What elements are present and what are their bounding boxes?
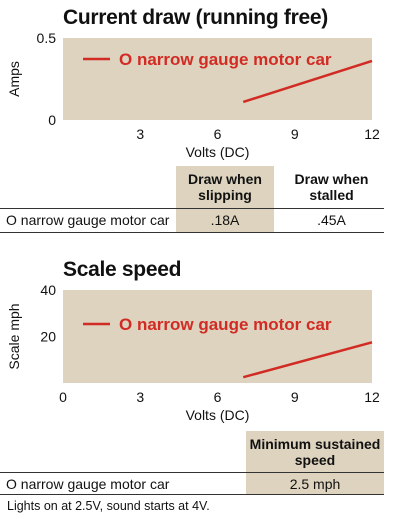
x-tick-label: 9	[291, 126, 299, 142]
table2-header-speed: Minimum sustained speed	[249, 436, 381, 468]
table2-divider	[0, 472, 384, 473]
table1-row-label: O narrow gauge motor car	[6, 212, 170, 228]
table1-slipping-col-bg	[176, 166, 274, 232]
y-axis-label: Scale mph	[6, 303, 22, 369]
y-tick-label: 0	[48, 112, 56, 128]
footnote: Lights on at 2.5V, sound starts at 4V.	[7, 499, 210, 513]
table2-bottom-rule	[0, 494, 384, 495]
table1-header-slipping: Draw when slipping	[188, 171, 262, 203]
legend-label: O narrow gauge motor car	[119, 315, 332, 334]
x-tick-label: 12	[364, 126, 380, 142]
legend-label: O narrow gauge motor car	[119, 50, 332, 69]
x-tick-label: 3	[136, 126, 144, 142]
x-tick-label: 9	[291, 389, 299, 405]
current-draw-chart: 3 6 9 12 0 0.5 Volts (DC) Amps O narrow gauge mo…	[6, 30, 380, 160]
x-axis-label: Volts (DC)	[186, 144, 250, 160]
chart2-title: Scale speed	[63, 258, 182, 281]
plot-area	[63, 38, 372, 120]
table2-value-speed: 2.5 mph	[289, 476, 341, 492]
x-tick-label: 0	[59, 389, 67, 405]
table1-header-stalled: Draw when stalled	[294, 171, 369, 203]
table1-bottom-rule	[0, 232, 384, 233]
y-tick-label: 20	[40, 329, 56, 345]
table2-row-label: O narrow gauge motor car	[6, 476, 170, 492]
series-line	[242, 59, 373, 104]
series-line	[242, 341, 373, 379]
x-tick-label: 3	[136, 389, 144, 405]
y-tick-label: 40	[40, 282, 56, 298]
table1-value-stalled: .45A	[317, 212, 346, 228]
plot-area	[63, 290, 372, 383]
x-axis-label: Volts (DC)	[186, 407, 250, 423]
y-tick-label: 0.5	[37, 30, 57, 46]
x-tick-label: 6	[214, 126, 222, 142]
table1-divider	[0, 208, 384, 209]
y-axis-label: Amps	[6, 61, 22, 97]
x-tick-label: 6	[214, 389, 222, 405]
table2-speed-col-bg	[246, 431, 384, 494]
chart1-title: Current draw (running free)	[63, 6, 328, 29]
scale-speed-chart: 0 3 6 9 12 20 40 Volts (DC) Scale mph O narrow ga…	[6, 282, 380, 423]
table1-value-slipping: .18A	[210, 212, 240, 228]
x-tick-label: 12	[364, 389, 380, 405]
